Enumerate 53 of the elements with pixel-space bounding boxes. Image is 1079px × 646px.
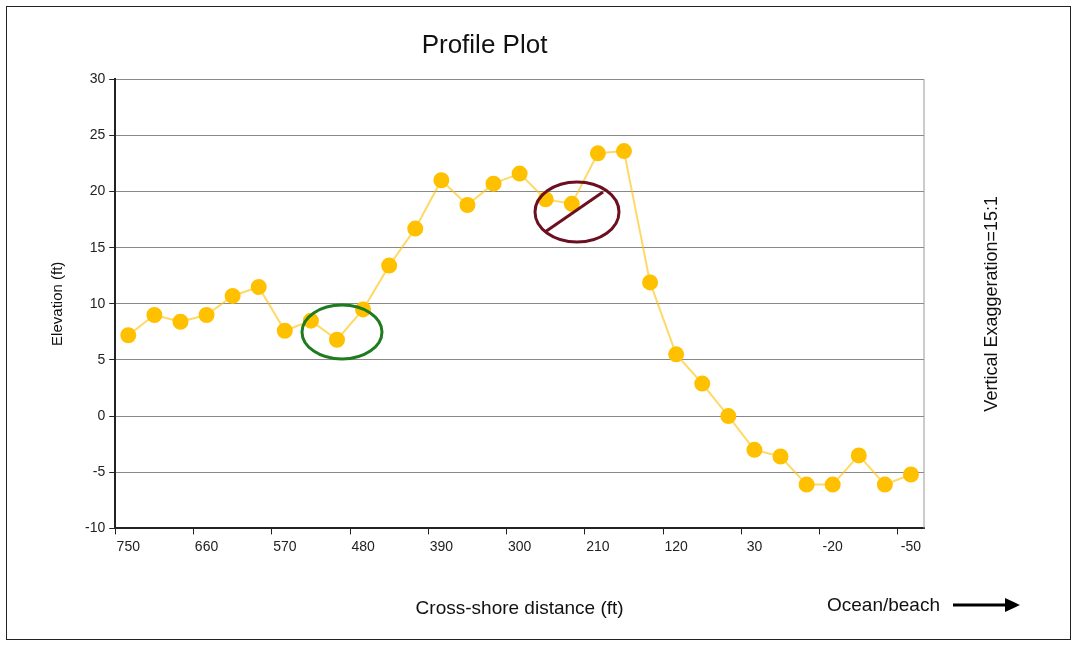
point <box>798 476 815 493</box>
x-tick-label: 570 <box>273 537 297 554</box>
point <box>433 172 450 189</box>
chart-title: Profile Plot <box>421 28 549 59</box>
x-tick-label: 660 <box>194 537 219 554</box>
text: Ocean/beach <box>826 594 940 616</box>
point <box>146 307 163 324</box>
point <box>824 476 841 493</box>
x-tick-label: 120 <box>664 537 689 554</box>
point <box>381 257 398 274</box>
x-tick-label: 300 <box>507 537 532 554</box>
y-tick-label: 30 <box>89 70 106 87</box>
text: Vertical Exaggeration=15:1 <box>980 195 1001 412</box>
y-tick-label: 5 <box>97 350 106 367</box>
point <box>172 313 189 330</box>
y-axis-title: Elevation (ft) <box>48 261 66 346</box>
y-tick-label: 25 <box>89 126 106 143</box>
point <box>276 322 293 339</box>
y-tick-label: -10 <box>85 519 106 536</box>
y-tick-label: 0 <box>97 406 106 423</box>
point <box>642 274 659 291</box>
y-tick-label: 10 <box>89 294 106 311</box>
y-tick-label: 15 <box>89 238 106 255</box>
y-tick-label: -5 <box>92 463 106 480</box>
point <box>328 331 345 348</box>
point <box>850 447 867 464</box>
x-tick-label: 210 <box>586 537 610 554</box>
x-axis-title: Cross-shore distance (ft) <box>415 596 624 618</box>
point <box>511 165 528 182</box>
point <box>589 145 606 162</box>
point <box>720 408 737 425</box>
x-tick-label: 480 <box>351 537 375 554</box>
point <box>198 307 215 324</box>
point <box>746 441 763 458</box>
point <box>120 327 137 344</box>
y-tick-label: 20 <box>89 182 106 199</box>
point <box>407 220 424 237</box>
point <box>224 287 241 304</box>
point <box>615 143 632 160</box>
x-tick-label: 750 <box>116 537 141 554</box>
x-tick-label: -50 <box>900 537 922 554</box>
point <box>902 466 919 483</box>
point <box>772 448 789 465</box>
point <box>563 195 580 212</box>
point <box>876 476 893 493</box>
x-tick-label: -20 <box>822 537 844 554</box>
point <box>485 175 502 192</box>
point <box>694 375 711 392</box>
point <box>668 346 685 363</box>
x-tick-label: 390 <box>429 537 454 554</box>
x-tick-label: 30 <box>746 537 763 554</box>
point <box>459 196 476 213</box>
point <box>250 278 267 295</box>
